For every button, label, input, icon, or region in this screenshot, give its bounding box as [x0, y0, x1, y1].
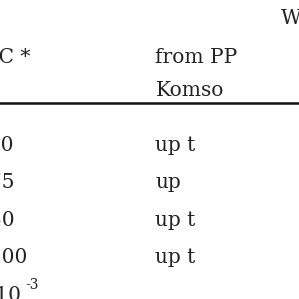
- Text: up: up: [155, 173, 181, 193]
- Text: 1·10: 1·10: [0, 286, 21, 299]
- Text: Komso: Komso: [155, 81, 224, 100]
- Text: 1200: 1200: [0, 248, 28, 267]
- Text: up t: up t: [155, 136, 196, 155]
- Text: W: W: [281, 9, 299, 28]
- Text: 750: 750: [0, 211, 15, 230]
- Text: IAC *: IAC *: [0, 48, 30, 67]
- Text: up t: up t: [155, 248, 196, 267]
- Text: from PP: from PP: [155, 48, 238, 67]
- Text: 375: 375: [0, 173, 15, 193]
- Text: -3: -3: [25, 278, 39, 292]
- Text: 250: 250: [0, 136, 15, 155]
- Text: up t: up t: [155, 211, 196, 230]
